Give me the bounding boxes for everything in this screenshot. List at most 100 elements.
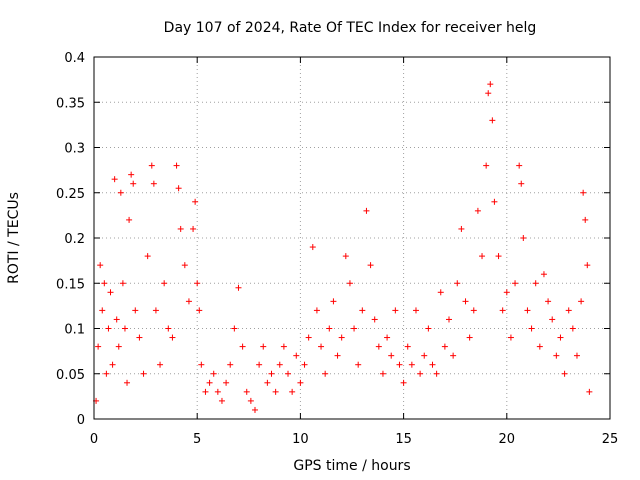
data-point (196, 307, 203, 314)
data-point (474, 207, 481, 214)
data-point (119, 280, 126, 287)
data-point (130, 180, 137, 187)
data-point (247, 397, 254, 404)
y-tick-label: 0 (77, 413, 85, 428)
data-point (540, 271, 547, 278)
data-point (124, 379, 131, 386)
data-point (584, 262, 591, 269)
data-point (223, 379, 230, 386)
data-point (280, 343, 287, 350)
data-point (192, 198, 199, 205)
data-point (227, 361, 234, 368)
data-point (264, 379, 271, 386)
chart-title: Day 107 of 2024, Rate Of TEC Index for r… (164, 20, 537, 36)
data-point (150, 180, 157, 187)
data-point (169, 334, 176, 341)
data-point (214, 388, 221, 395)
y-tick-label: 0.05 (56, 368, 85, 383)
data-point (485, 90, 492, 97)
data-point (289, 388, 296, 395)
data-point (285, 370, 292, 377)
data-point (126, 216, 133, 223)
data-point (446, 316, 453, 323)
data-point (404, 343, 411, 350)
x-tick-label: 25 (602, 432, 619, 447)
data-point (450, 352, 457, 359)
data-point (491, 198, 498, 205)
data-point (565, 307, 572, 314)
y-tick-label: 0.2 (64, 232, 85, 247)
data-point (507, 334, 514, 341)
data-point (235, 284, 242, 291)
data-point (516, 162, 523, 169)
data-point (177, 225, 184, 232)
x-tick-label: 0 (90, 432, 98, 447)
data-point (318, 343, 325, 350)
data-point (173, 162, 180, 169)
data-point (198, 361, 205, 368)
data-point (206, 379, 213, 386)
x-tick-labels: 0 5 10 15 20 25 (90, 432, 618, 447)
data-point (528, 325, 535, 332)
data-point (97, 262, 104, 269)
data-point (272, 388, 279, 395)
data-point (412, 307, 419, 314)
data-point (157, 361, 164, 368)
data-point (148, 162, 155, 169)
data-point (489, 117, 496, 124)
data-point (429, 361, 436, 368)
y-axis-title: ROTI / TECUs (6, 192, 22, 284)
data-point (202, 388, 209, 395)
data-point (293, 352, 300, 359)
data-point (101, 280, 108, 287)
data-point (557, 334, 564, 341)
data-point (190, 225, 197, 232)
data-point (175, 185, 182, 192)
data-point (117, 189, 124, 196)
data-point (260, 343, 267, 350)
data-point (375, 343, 382, 350)
data-point (305, 334, 312, 341)
data-point (309, 244, 316, 251)
data-point (479, 253, 486, 260)
data-point (355, 361, 362, 368)
y-tick-label: 0.35 (56, 96, 85, 111)
data-point (231, 325, 238, 332)
data-point (371, 316, 378, 323)
data-point (239, 343, 246, 350)
data-point (276, 361, 283, 368)
data-point (251, 406, 258, 413)
data-point (569, 325, 576, 332)
data-point (128, 171, 135, 178)
y-tick-label: 0.4 (64, 51, 85, 66)
data-point (536, 343, 543, 350)
data-point (421, 352, 428, 359)
data-point (553, 352, 560, 359)
data-point (99, 307, 106, 314)
data-point (313, 307, 320, 314)
data-point (105, 325, 112, 332)
data-point (379, 370, 386, 377)
data-point (107, 289, 114, 296)
data-points (93, 81, 593, 413)
data-point (301, 361, 308, 368)
data-point (561, 370, 568, 377)
data-point (441, 343, 448, 350)
data-point (326, 325, 333, 332)
data-point (363, 207, 370, 214)
data-point (140, 370, 147, 377)
data-point (396, 361, 403, 368)
data-point (487, 81, 494, 88)
data-point (586, 388, 593, 395)
data-point (144, 253, 151, 260)
data-point (346, 280, 353, 287)
data-point (518, 180, 525, 187)
data-point (115, 343, 122, 350)
data-point (132, 307, 139, 314)
data-point (503, 289, 510, 296)
x-tick-label: 5 (193, 432, 201, 447)
data-point (400, 379, 407, 386)
data-point (185, 298, 192, 305)
data-point (392, 307, 399, 314)
